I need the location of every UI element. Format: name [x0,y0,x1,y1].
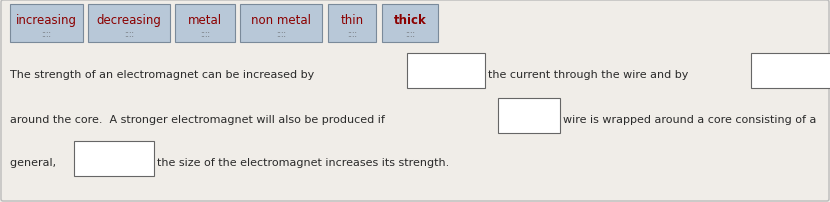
Text: increasing: increasing [16,14,77,27]
Text: The strength of an electromagnet can be increased by: The strength of an electromagnet can be … [10,70,318,80]
Bar [88,5,170,43]
Text: decreasing: decreasing [96,14,162,27]
Text: the size of the electromagnet increases its strength.: the size of the electromagnet increases … [157,157,449,167]
Text: non metal: non metal [251,14,311,27]
Text: the current through the wire and by: the current through the wire and by [488,70,692,80]
Text: ::::: :::: [200,30,210,39]
Bar [407,54,485,88]
Text: thick: thick [393,14,427,27]
Bar [10,5,83,43]
Text: thin: thin [340,14,364,27]
Text: ::::: :::: [405,30,415,39]
Text: ::::: :::: [42,30,51,39]
Bar [751,54,830,88]
Text: ::::: :::: [276,30,286,39]
Text: metal: metal [188,14,222,27]
Text: ::::: :::: [124,30,134,39]
Bar [175,5,235,43]
Text: around the core.  A stronger electromagnet will also be produced if: around the core. A stronger electromagne… [10,115,388,124]
Text: ::::: :::: [347,30,357,39]
Bar [328,5,376,43]
Bar [74,141,154,176]
Text: wire is wrapped around a core consisting of a: wire is wrapped around a core consisting… [564,115,820,124]
Bar [382,5,438,43]
Text: general,: general, [10,157,60,167]
Bar [498,99,560,133]
Bar [240,5,322,43]
